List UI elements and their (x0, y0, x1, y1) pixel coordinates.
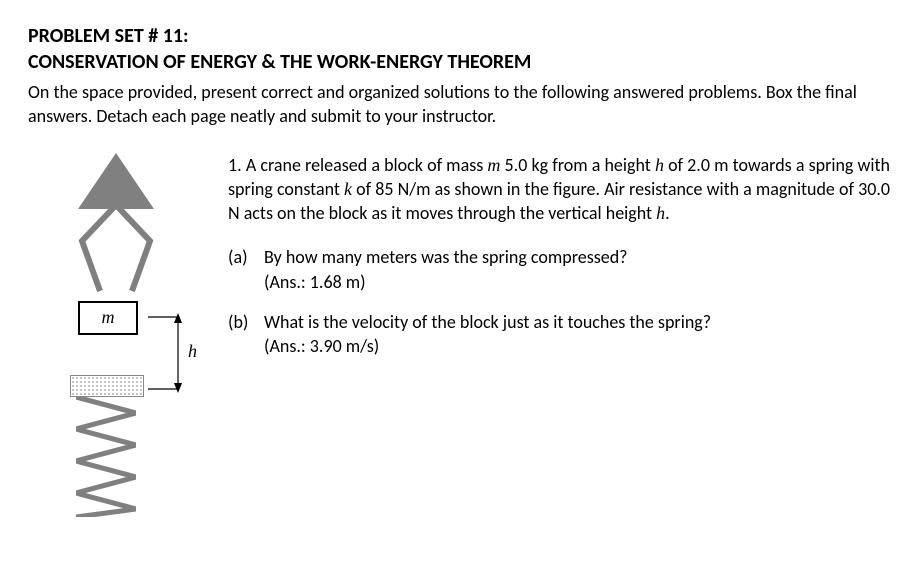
part-b-answer: (Ans.: 3.90 m/s) (264, 334, 890, 358)
var-h: h (655, 155, 664, 175)
problem-statement: 1. A crane released a block of mass m 5.… (228, 153, 890, 226)
part-b-question: What is the velocity of the block just a… (264, 311, 711, 333)
problem-number: 1. (228, 154, 242, 176)
part-a-body: By how many meters was the spring compre… (264, 245, 890, 294)
text-frag: A crane released a block of mass (246, 154, 488, 176)
text-frag: . (665, 202, 670, 224)
problem-figure: m h (28, 153, 228, 533)
var-k: k (344, 179, 352, 199)
problem-set-number: PROBLEM SET # 11: (28, 24, 890, 48)
part-a: (a) By how many meters was the spring co… (228, 245, 890, 294)
part-a-question: By how many meters was the spring compre… (264, 246, 628, 268)
spring-platform-icon (70, 375, 144, 397)
part-b: (b) What is the velocity of the block ju… (228, 310, 890, 359)
height-label: h (188, 341, 197, 362)
problem-text-column: 1. A crane released a block of mass m 5.… (228, 153, 890, 375)
height-dimension-icon (148, 313, 208, 393)
instructions: On the space provided, present correct a… (28, 80, 890, 129)
content-row: m h 1. A crane released a block of mass … (28, 153, 890, 533)
part-b-body: What is the velocity of the block just a… (264, 310, 890, 359)
part-b-label: (b) (228, 310, 264, 359)
spring-icon (76, 397, 136, 517)
mass-block: m (78, 301, 138, 335)
part-a-label: (a) (228, 245, 264, 294)
var-m: m (487, 155, 500, 175)
crane-cable-hex-icon (70, 201, 162, 301)
text-frag: 5.0 kg from a height (500, 154, 655, 176)
var-h2: h (656, 203, 665, 223)
part-a-answer: (Ans.: 1.68 m) (264, 270, 890, 294)
problem-set-title: CONSERVATION OF ENERGY & THE WORK-ENERGY… (28, 50, 890, 74)
